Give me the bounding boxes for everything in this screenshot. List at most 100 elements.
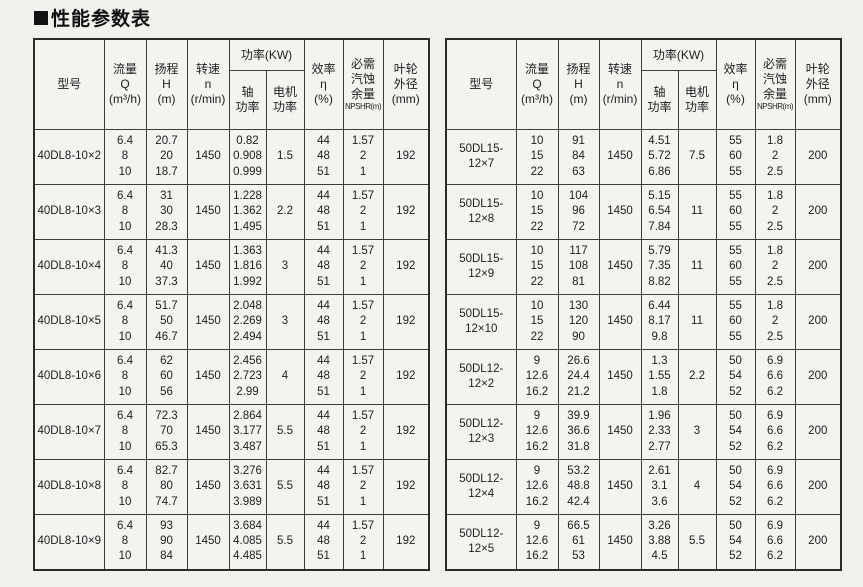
cell-model: 40DL8-10×9 — [33, 514, 105, 570]
header-impeller: 叶轮 外径 (mm) — [794, 38, 842, 130]
cell-motor: 11 — [677, 184, 717, 240]
cell-motor: 2.2 — [265, 184, 305, 240]
cell-q: 6.4 8 10 — [103, 184, 147, 240]
cell-shaft: 2.61 3.1 3.6 — [640, 459, 679, 515]
cell-dia: 200 — [794, 459, 842, 515]
performance-table-right: 型号 流量 Q (m³/h) 扬程 H (m) 转速 n (r/min) 功率(… — [445, 38, 843, 571]
cell-h: 72.3 70 65.3 — [145, 404, 188, 460]
cell-h: 41.3 40 37.3 — [145, 239, 188, 295]
cell-npshr: 6.9 6.6 6.2 — [754, 349, 796, 405]
cell-eff: 44 48 51 — [303, 349, 344, 405]
cell-h: 31 30 28.3 — [145, 184, 188, 240]
cell-h: 62 60 56 — [145, 349, 188, 405]
cell-h: 51.7 50 46.7 — [145, 294, 188, 350]
cell-shaft: 4.51 5.72 6.86 — [640, 129, 679, 185]
cell-q: 10 15 22 — [515, 184, 559, 240]
cell-shaft: 1.363 1.816 1.992 — [228, 239, 267, 295]
header-speed: 转速 n (r/min) — [598, 38, 642, 130]
header-power: 功率(KW) — [640, 38, 717, 71]
header-efficiency: 效率 η (%) — [303, 38, 344, 130]
cell-model: 50DL12-12×4 — [445, 459, 517, 515]
cell-dia: 192 — [382, 514, 430, 570]
header-npshr-sub: NPSHR(m) — [757, 102, 794, 111]
cell-model: 40DL8-10×5 — [33, 294, 105, 350]
cell-model: 50DL12-12×5 — [445, 514, 517, 570]
cell-motor: 3 — [265, 294, 305, 350]
cell-q: 6.4 8 10 — [103, 239, 147, 295]
cell-shaft: 3.276 3.631 3.989 — [228, 459, 267, 515]
cell-motor: 3 — [677, 404, 717, 460]
cell-dia: 200 — [794, 129, 842, 185]
header-npshr-main: 必需 汽蚀 余量 — [763, 57, 788, 101]
header-power: 功率(KW) — [228, 38, 305, 71]
cell-motor: 7.5 — [677, 129, 717, 185]
cell-q: 6.4 8 10 — [103, 404, 147, 460]
cell-n: 1450 — [598, 404, 642, 460]
table-row: 50DL15-12×9 10 15 22 117 108 81 1450 5.79 7.… — [445, 239, 842, 295]
cell-npshr: 1.57 2 1 — [342, 514, 384, 570]
cell-n: 1450 — [186, 349, 230, 405]
cell-motor: 5.5 — [265, 404, 305, 460]
cell-npshr: 1.8 2 2.5 — [754, 184, 796, 240]
cell-q: 6.4 8 10 — [103, 129, 147, 185]
cell-model: 40DL8-10×2 — [33, 129, 105, 185]
table-row: 40DL8-10×2 6.4 8 10 20.7 20 18.7 1450 0.82 0… — [33, 129, 430, 185]
cell-eff: 50 54 52 — [715, 514, 756, 570]
cell-eff: 55 60 55 — [715, 184, 756, 240]
header-motor-power: 电机 功率 — [265, 70, 305, 130]
cell-q: 6.4 8 10 — [103, 294, 147, 350]
cell-n: 1450 — [186, 129, 230, 185]
table-row: 40DL8-10×5 6.4 8 10 51.7 50 46.7 1450 2.048 … — [33, 294, 430, 350]
header-efficiency: 效率 η (%) — [715, 38, 756, 130]
cell-h: 39.9 36.6 31.8 — [557, 404, 600, 460]
cell-eff: 44 48 51 — [303, 294, 344, 350]
table-row: 40DL8-10×4 6.4 8 10 41.3 40 37.3 1450 1.363 … — [33, 239, 430, 295]
table-row: 40DL8-10×3 6.4 8 10 31 30 28.3 1450 1.228 1.… — [33, 184, 430, 240]
cell-model: 50DL12-12×3 — [445, 404, 517, 460]
cell-shaft: 6.44 8.17 9.8 — [640, 294, 679, 350]
cell-model: 40DL8-10×3 — [33, 184, 105, 240]
cell-n: 1450 — [598, 514, 642, 570]
cell-motor: 4 — [265, 349, 305, 405]
cell-dia: 192 — [382, 294, 430, 350]
cell-q: 10 15 22 — [515, 294, 559, 350]
cell-model: 40DL8-10×4 — [33, 239, 105, 295]
cell-eff: 44 48 51 — [303, 459, 344, 515]
cell-eff: 55 60 55 — [715, 294, 756, 350]
cell-dia: 192 — [382, 404, 430, 460]
cell-h: 91 84 63 — [557, 129, 600, 185]
cell-h: 117 108 81 — [557, 239, 600, 295]
cell-n: 1450 — [186, 239, 230, 295]
cell-eff: 44 48 51 — [303, 239, 344, 295]
cell-eff: 44 48 51 — [303, 404, 344, 460]
cell-q: 10 15 22 — [515, 239, 559, 295]
table-row: 50DL15-12×7 10 15 22 91 84 63 1450 4.51 5.72… — [445, 129, 842, 185]
table-row: 50DL15-12×10 10 15 22 130 120 90 1450 6.44 8… — [445, 294, 842, 350]
cell-q: 9 12.6 16.2 — [515, 459, 559, 515]
cell-q: 9 12.6 16.2 — [515, 514, 559, 570]
cell-motor: 1.5 — [265, 129, 305, 185]
header-impeller: 叶轮 外径 (mm) — [382, 38, 430, 130]
header-npshr: 必需 汽蚀 余量 NPSHR(m) — [754, 38, 796, 130]
page-title-text: 性能参数表 — [51, 9, 152, 30]
cell-n: 1450 — [598, 239, 642, 295]
cell-n: 1450 — [186, 294, 230, 350]
cell-model: 40DL8-10×8 — [33, 459, 105, 515]
header-motor-power: 电机 功率 — [677, 70, 717, 130]
cell-shaft: 3.684 4.085 4.485 — [228, 514, 267, 570]
cell-dia: 200 — [794, 404, 842, 460]
header-npshr-main: 必需 汽蚀 余量 — [351, 57, 376, 101]
header-flow: 流量 Q (m³/h) — [103, 38, 147, 130]
cell-eff: 50 54 52 — [715, 349, 756, 405]
cell-npshr: 6.9 6.6 6.2 — [754, 404, 796, 460]
cell-dia: 200 — [794, 239, 842, 295]
header-speed: 转速 n (r/min) — [186, 38, 230, 130]
cell-n: 1450 — [186, 184, 230, 240]
cell-dia: 200 — [794, 514, 842, 570]
cell-q: 10 15 22 — [515, 129, 559, 185]
cell-dia: 192 — [382, 239, 430, 295]
cell-eff: 55 60 55 — [715, 129, 756, 185]
cell-dia: 192 — [382, 184, 430, 240]
cell-shaft: 2.048 2.269 2.494 — [228, 294, 267, 350]
table-row: 40DL8-10×9 6.4 8 10 93 90 84 1450 3.684 4.08… — [33, 514, 430, 570]
